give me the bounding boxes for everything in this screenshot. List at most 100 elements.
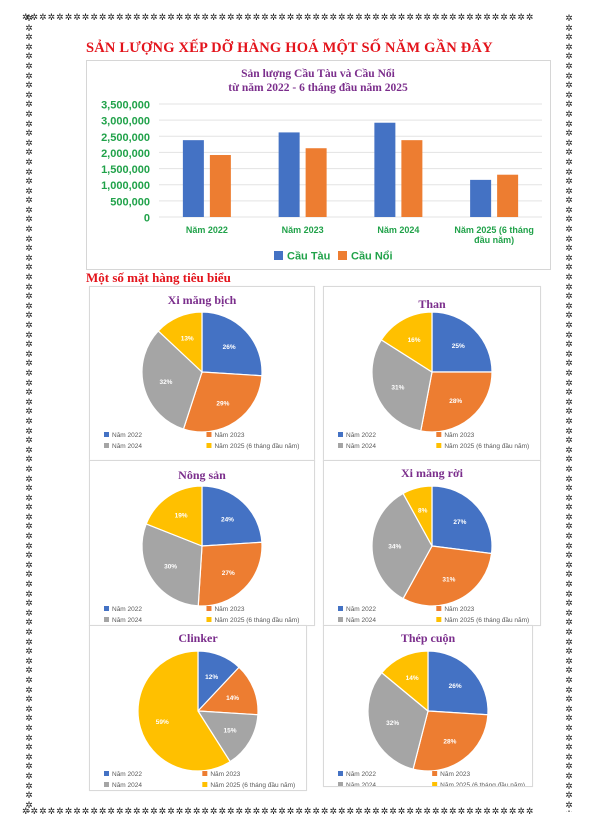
section-label: Một số mặt hàng tiêu biểu [86, 270, 231, 285]
x-tick-label: Năm 2023 [282, 225, 324, 235]
bar [497, 174, 519, 217]
pie-value-label: 59% [156, 719, 169, 726]
legend-swatch [432, 782, 438, 786]
y-tick-label: 0 [144, 213, 150, 225]
pie-value-label: 8% [418, 507, 428, 514]
legend-label: Năm 2023 [444, 432, 474, 439]
star-border-top: ✲✲✲✲✲✲✲✲✲✲✲✲✲✲✲✲✲✲✲✲✲✲✲✲✲✲✲✲✲✲✲✲✲✲✲✲✲✲✲✲… [22, 12, 535, 22]
pie-slice [137, 650, 231, 772]
pie-card-nong-san: Nông sản 24% 27% 30% 19% Năm 2022 Năm 2023 Năm… [89, 460, 315, 626]
legend-label: Năm 2024 [346, 782, 376, 786]
legend-swatch [104, 606, 109, 611]
star-border-right: ✲✲✲✲✲✲✲✲✲✲✲✲✲✲✲✲✲✲✲✲✲✲✲✲✲✲✲✲✲✲✲✲✲✲✲✲✲✲✲✲… [565, 14, 573, 812]
pie-slice [196, 666, 259, 716]
bar [401, 140, 423, 217]
pie-title: Xi măng bịch [167, 293, 237, 307]
bar-chart-panel: Sản lượng Cầu Tàu và Cầu Nổi từ năm 2022 … [86, 60, 551, 270]
pie-value-label: 27% [453, 519, 466, 526]
x-tick-label: Năm 2025 (6 tháng [454, 225, 534, 235]
bar [374, 122, 396, 217]
legend-label: Năm 2025 (6 tháng đầu năm) [444, 615, 529, 624]
legend-label: Năm 2024 [112, 443, 142, 450]
legend-label: Năm 2022 [346, 771, 376, 778]
legend-label: Năm 2025 (6 tháng đầu năm) [440, 780, 525, 786]
legend-label: Năm 2023 [444, 606, 474, 613]
pie-title: Thép cuộn [400, 631, 456, 645]
bar [182, 140, 204, 217]
pie-card-xi-mang-bich: Xi măng bịch 26% 29% 32% 13% Năm 2022 Năm 202… [89, 286, 315, 462]
legend-swatch [338, 606, 343, 611]
pie-chart: 27% 31% 34% 8% Năm 2022 Năm 2023 Năm 2024 Năm 2… [338, 485, 529, 624]
legend-swatch [436, 432, 442, 437]
legend-swatch [274, 251, 283, 260]
y-tick-label: 2,500,000 [101, 132, 150, 144]
pie-title: Than [418, 297, 446, 311]
legend-label: Năm 2023 [210, 771, 240, 778]
legend-swatch [436, 606, 442, 611]
legend-swatch [104, 782, 109, 787]
x-tick-label: đầu năm) [474, 235, 514, 245]
legend-label: Năm 2025 (6 tháng đầu năm) [444, 441, 529, 450]
pie-slice [141, 523, 203, 607]
pie-value-label: 26% [223, 344, 236, 351]
star-border-left: ✲✲✲✲✲✲✲✲✲✲✲✲✲✲✲✲✲✲✲✲✲✲✲✲✲✲✲✲✲✲✲✲✲✲✲✲✲✲✲✲… [25, 14, 33, 812]
pie-title: Clinker [178, 631, 218, 645]
pie-slice [420, 371, 493, 433]
legend-swatch [202, 771, 208, 776]
star-border-bottom: ✲✲✲✲✲✲✲✲✲✲✲✲✲✲✲✲✲✲✲✲✲✲✲✲✲✲✲✲✲✲✲✲✲✲✲✲✲✲✲✲… [22, 806, 535, 816]
pie-value-label: 27% [222, 570, 235, 577]
pie-value-label: 19% [175, 513, 188, 520]
legend-swatch [338, 443, 343, 448]
pie-slice [201, 485, 263, 547]
legend-swatch [202, 782, 208, 787]
pie-value-label: 26% [449, 683, 462, 690]
legend-swatch [206, 443, 212, 448]
pie-value-label: 31% [442, 577, 455, 584]
legend-swatch [206, 606, 212, 611]
legend-swatch [104, 443, 109, 448]
pie-value-label: 32% [386, 720, 399, 727]
legend-label: Năm 2025 (6 tháng đầu năm) [214, 441, 299, 450]
pie-value-label: 30% [164, 563, 177, 570]
legend-label: Năm 2022 [112, 432, 142, 439]
legend-swatch [206, 432, 212, 437]
pie-slice [367, 671, 429, 770]
legend-swatch [104, 771, 109, 776]
bar [209, 155, 231, 217]
pie-slice [431, 311, 493, 373]
pie-slice [182, 371, 263, 433]
legend-label: Năm 2022 [346, 432, 376, 439]
x-tick-label: Năm 2022 [186, 225, 228, 235]
legend-label: Năm 2023 [214, 432, 244, 439]
pie-slice [145, 485, 203, 547]
pie-chart: 26% 28% 32% 14% Năm 2022 Năm 2023 Năm 2024 Năm … [338, 650, 525, 786]
pie-value-label: 13% [181, 335, 194, 342]
pie-value-label: 34% [388, 544, 401, 551]
pie-slice [402, 485, 433, 547]
pie-value-label: 32% [159, 379, 172, 386]
legend-label: Năm 2024 [112, 617, 142, 624]
y-tick-label: 2,000,000 [101, 148, 150, 160]
pie-value-label: 16% [408, 337, 421, 344]
pie-value-label: 12% [205, 674, 218, 681]
pie-slice [412, 710, 489, 772]
pie-slice [380, 311, 433, 374]
pie-slice [141, 330, 203, 430]
pie-value-label: 28% [443, 739, 456, 746]
legend-label: Năm 2025 (6 tháng đầu năm) [214, 615, 299, 624]
pie-value-label: 24% [221, 516, 234, 523]
legend-label: Năm 2023 [440, 771, 470, 778]
legend-label: Năm 2025 (6 tháng đầu năm) [210, 780, 295, 789]
legend-swatch [432, 771, 438, 776]
pie-value-label: 25% [452, 343, 465, 350]
pie-card-xi-mang-roi: Xi măng rời 27% 31% 34% 8% Năm 2022 Năm 2023 N… [323, 460, 541, 626]
legend-swatch [206, 617, 212, 622]
legend-swatch [104, 432, 109, 437]
pie-value-label: 14% [406, 675, 419, 682]
legend-label: Năm 2022 [112, 606, 142, 613]
bar [305, 148, 327, 217]
legend-swatch [338, 251, 347, 260]
legend-label: Năm 2024 [346, 443, 376, 450]
pie-chart: 24% 27% 30% 19% Năm 2022 Năm 2023 Năm 2024 Năm … [104, 485, 299, 624]
pie-card-thep-cuon: Thép cuộn 26% 28% 32% 14% Năm 2022 Năm 2023 Nă… [323, 625, 533, 787]
